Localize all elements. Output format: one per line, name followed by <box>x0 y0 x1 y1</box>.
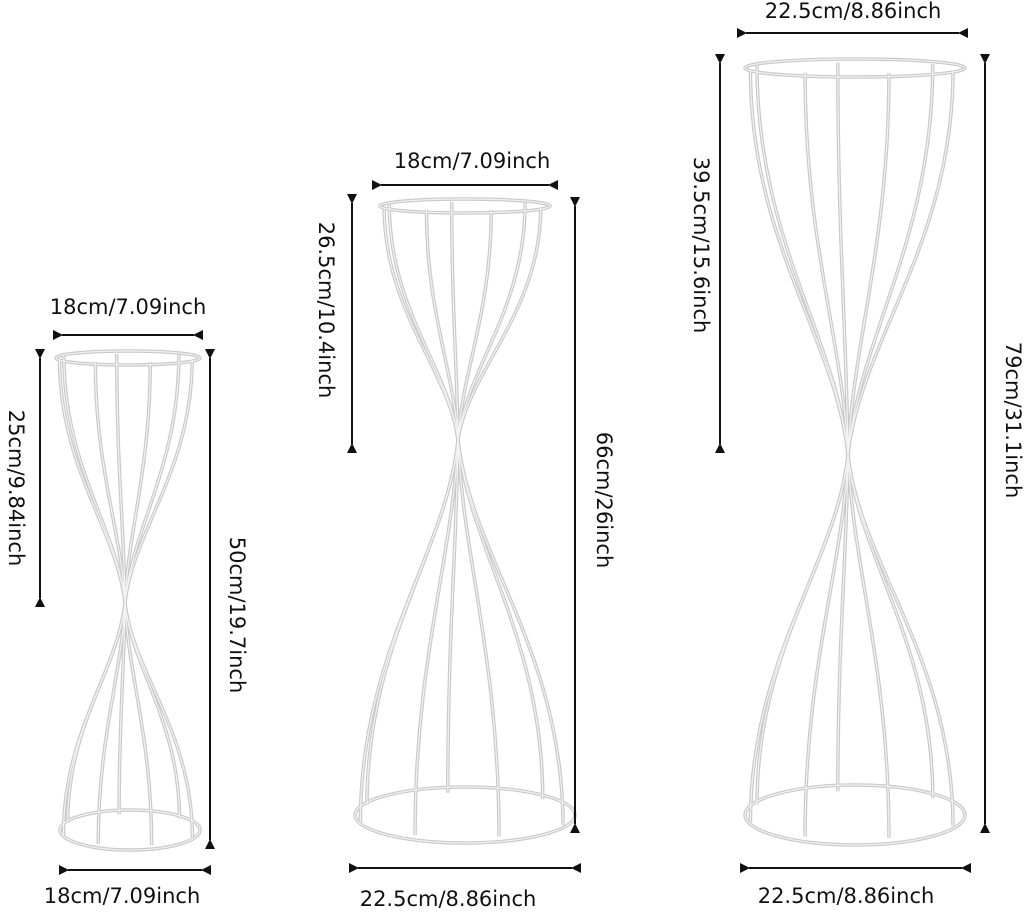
base-width-label: 18cm/7.09inch <box>44 884 201 908</box>
top-width-label: 22.5cm/8.86inch <box>765 0 942 23</box>
stand-rim <box>55 350 201 366</box>
stand-base <box>59 809 201 851</box>
stand-rim <box>744 58 966 78</box>
stand-wire <box>847 64 934 799</box>
stand-wire <box>457 203 544 800</box>
stand-wire <box>447 201 459 793</box>
top-width-label: 18cm/7.09inch <box>50 295 207 319</box>
stand-wire <box>366 204 459 805</box>
total-height-label: 50cm/19.7inch <box>225 537 249 694</box>
stand-base <box>354 786 576 844</box>
stand-wire <box>62 356 127 823</box>
base-width-label: 22.5cm/8.86inch <box>360 887 537 911</box>
stand-wire <box>748 69 850 823</box>
base-width-label: 22.5cm/8.86inch <box>758 884 935 908</box>
total-height-label: 66cm/26inch <box>592 432 616 569</box>
stand-wire <box>847 73 890 838</box>
top-width-label: 18cm/7.09inch <box>394 149 551 173</box>
stand-rim <box>379 198 551 214</box>
total-height-label: 79cm/31.1inch <box>1001 342 1024 499</box>
stand-wire <box>756 65 849 805</box>
stand-wire <box>414 209 459 835</box>
stand-wire <box>358 207 460 822</box>
stand-base <box>744 784 966 846</box>
stand-wire <box>57 359 127 835</box>
stand-wire <box>846 70 955 826</box>
upper-height-label: 25cm/9.84inch <box>4 410 28 567</box>
upper-height-label: 26.5cm/10.4inch <box>314 222 338 399</box>
stands <box>54 57 967 852</box>
stand-wire <box>457 209 500 837</box>
stand-wire <box>124 355 181 819</box>
upper-height-label: 39.5cm/15.6inch <box>689 157 713 334</box>
stand-wire <box>359 207 459 822</box>
